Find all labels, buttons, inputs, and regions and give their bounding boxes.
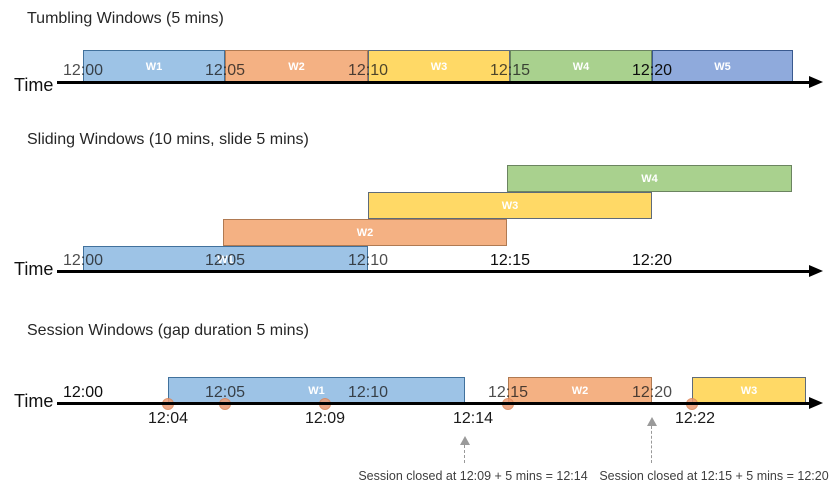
session-time-axis-line <box>57 402 812 405</box>
session-window-w2 <box>508 377 652 405</box>
sliding-window-w4 <box>507 165 792 192</box>
session-time-axis-label: Time <box>14 391 54 411</box>
tick-label: 12:15 <box>487 384 529 401</box>
sliding-window-w2 <box>223 219 507 246</box>
tumbling-window-w2 <box>225 50 368 83</box>
event-time-label: 12:04 <box>147 410 189 427</box>
tumbling-axis-arrowhead-icon <box>809 76 823 88</box>
session-section-title: Session Windows (gap duration 5 mins) <box>27 322 309 339</box>
tumbling-window-w4 <box>510 50 652 83</box>
sliding-section-title: Sliding Windows (10 mins, slide 5 mins) <box>27 131 309 148</box>
sliding-time-axis-label: Time <box>14 259 54 279</box>
session-close-annotation: Session closed at 12:09 + 5 mins = 12:14 <box>358 469 588 483</box>
event-time-label: 12:09 <box>304 410 346 427</box>
callout-arrowhead-icon <box>460 436 470 445</box>
tick-label: 12:05 <box>204 252 246 269</box>
tick-label: 12:15 <box>489 62 531 79</box>
sliding-window-w3 <box>368 192 652 219</box>
event-time-label: 12:14 <box>452 410 494 427</box>
tick-label: 12:05 <box>204 384 246 401</box>
tick-label: 12:10 <box>347 384 389 401</box>
session-axis-arrowhead-icon <box>809 397 823 409</box>
tick-label: 12:20 <box>631 252 673 269</box>
tick-label: 12:10 <box>347 252 389 269</box>
sliding-window-w1 <box>83 246 368 273</box>
tumbling-window-w1 <box>83 50 225 83</box>
tick-label: 12:10 <box>347 62 389 79</box>
tick-label: 12:15 <box>489 252 531 269</box>
dashed-callout-arrow <box>464 445 465 463</box>
tick-label: 12:20 <box>631 384 673 401</box>
dashed-callout-arrow <box>651 426 652 463</box>
session-close-annotation: Session closed at 12:15 + 5 mins = 12:20 <box>599 469 829 483</box>
tick-label: 12:20 <box>631 62 673 79</box>
tick-label: 12:00 <box>62 252 104 269</box>
sliding-time-axis-line <box>57 270 812 273</box>
callout-arrowhead-icon <box>647 417 657 426</box>
session-window-w3 <box>692 377 806 405</box>
tumbling-section-title: Tumbling Windows (5 mins) <box>27 10 224 27</box>
tick-label: 12:00 <box>62 384 104 401</box>
tumbling-time-axis-label: Time <box>14 75 54 95</box>
tick-label: 12:05 <box>204 62 246 79</box>
event-time-label: 12:22 <box>674 410 716 427</box>
tumbling-time-axis-line <box>57 81 812 84</box>
sliding-axis-arrowhead-icon <box>809 265 823 277</box>
tick-label: 12:00 <box>62 62 104 79</box>
